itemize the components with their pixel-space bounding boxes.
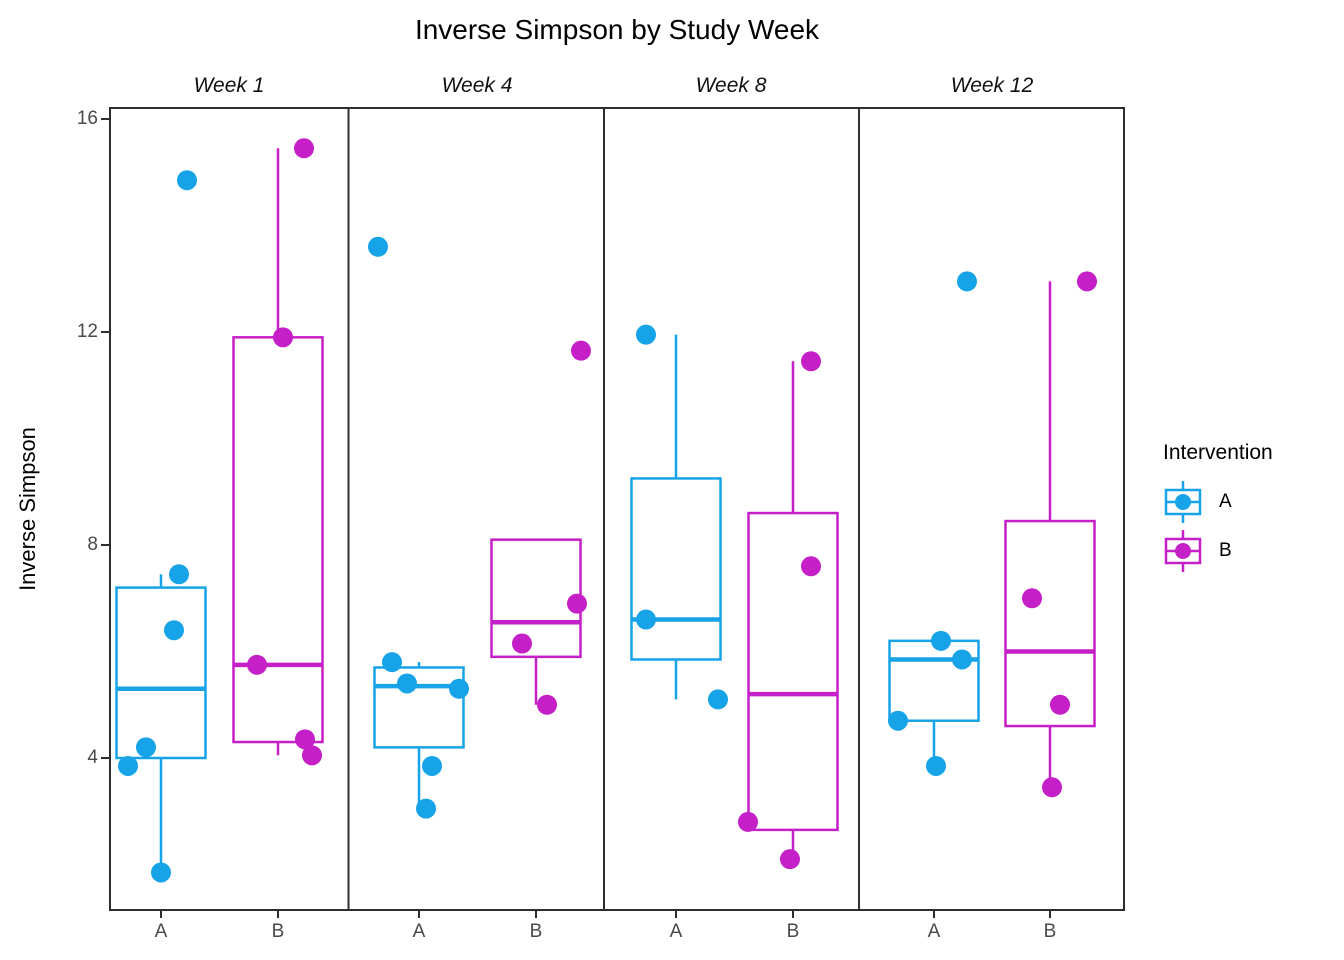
facet-panel-4 xyxy=(858,107,1125,911)
data-point-week-12-A xyxy=(957,271,977,292)
data-point-week-12-B xyxy=(1077,271,1097,292)
data-point-week-12-B xyxy=(1042,777,1062,798)
data-point-week-4-A xyxy=(368,236,388,257)
data-point-week-12-A xyxy=(888,710,908,731)
legend: Intervention A B xyxy=(1163,441,1333,577)
data-point-week-4-A xyxy=(382,652,402,673)
data-point-week-12-A xyxy=(931,630,951,651)
data-point-week-1-A xyxy=(164,620,184,641)
box-week-4-B xyxy=(490,538,582,659)
data-point-week-4-B xyxy=(571,340,591,361)
data-point-week-12-A xyxy=(952,649,972,670)
facet-panel-1 xyxy=(109,107,350,911)
data-point-week-4-A xyxy=(416,798,436,819)
boxplot-key-icon-a xyxy=(1163,479,1203,525)
legend-title: Intervention xyxy=(1163,441,1273,464)
data-point-week-1-B xyxy=(273,327,293,348)
data-point-week-8-B xyxy=(780,849,800,870)
legend-boxplot-glyph-b xyxy=(1164,529,1202,572)
data-point-week-4-A xyxy=(397,673,417,694)
x-tick-week4-a: A xyxy=(412,921,426,942)
facet-panel-3 xyxy=(603,107,860,911)
boxplot-key-icon-b xyxy=(1163,528,1203,574)
data-point-week-12-A xyxy=(926,755,946,776)
legend-label-a: A xyxy=(1219,490,1232,512)
x-tick-week12-b: B xyxy=(1043,921,1057,942)
strip-label-week-1: Week 1 xyxy=(193,74,265,97)
strip-label-week-4: Week 4 xyxy=(441,74,513,97)
data-point-week-8-B xyxy=(801,556,821,577)
x-tick-week4-b: B xyxy=(529,921,543,942)
x-tick-week12-a: A xyxy=(927,921,941,942)
data-point-week-12-B xyxy=(1022,588,1042,609)
data-point-week-1-A xyxy=(177,170,197,191)
legend-item-a: A xyxy=(1163,479,1333,524)
data-point-week-8-A xyxy=(708,689,728,710)
legend-boxplot-glyph-a xyxy=(1164,480,1202,523)
box-week-1-B xyxy=(232,336,324,744)
data-point-week-8-A xyxy=(636,324,656,345)
data-point-week-1-B xyxy=(295,729,315,750)
data-point-week-1-B xyxy=(247,654,267,675)
data-point-week-1-B xyxy=(302,745,322,766)
data-point-week-1-A xyxy=(151,862,171,883)
data-point-week-4-A xyxy=(449,678,469,699)
box-week-12-B xyxy=(1004,519,1096,728)
data-point-week-12-B xyxy=(1050,694,1070,715)
data-point-week-4-A xyxy=(422,755,442,776)
x-tick-week1-a: A xyxy=(154,921,168,942)
x-tick-week1-b: B xyxy=(271,921,285,942)
y-tick-12: 12 xyxy=(76,321,98,342)
strip-label-week-8: Week 8 xyxy=(695,74,767,97)
data-point-week-4-B xyxy=(567,593,587,614)
data-point-week-1-A xyxy=(118,755,138,776)
legend-item-b: B xyxy=(1163,528,1333,573)
y-tick-16: 16 xyxy=(76,108,98,129)
box-week-8-A xyxy=(630,477,722,661)
chart-title: Inverse Simpson by Study Week xyxy=(414,14,820,45)
strip-label-week-12: Week 12 xyxy=(950,74,1034,97)
box-week-4-A xyxy=(373,666,465,749)
data-point-week-1-A xyxy=(169,564,189,585)
data-point-week-4-B xyxy=(537,694,557,715)
facet-panel-2 xyxy=(347,107,605,911)
x-tick-week8-a: A xyxy=(669,921,683,942)
data-point-week-8-A xyxy=(636,609,656,630)
data-point-week-8-B xyxy=(738,811,758,832)
y-tick-8: 8 xyxy=(87,534,98,555)
box-week-8-B xyxy=(747,511,839,832)
x-tick-week8-b: B xyxy=(786,921,800,942)
box-week-1-A xyxy=(115,586,207,760)
y-tick-4: 4 xyxy=(87,747,98,768)
data-point-week-4-B xyxy=(512,633,532,654)
data-point-week-1-B xyxy=(294,138,314,159)
data-point-week-8-B xyxy=(801,351,821,372)
data-point-week-1-A xyxy=(136,737,156,758)
legend-label-b: B xyxy=(1219,539,1232,561)
